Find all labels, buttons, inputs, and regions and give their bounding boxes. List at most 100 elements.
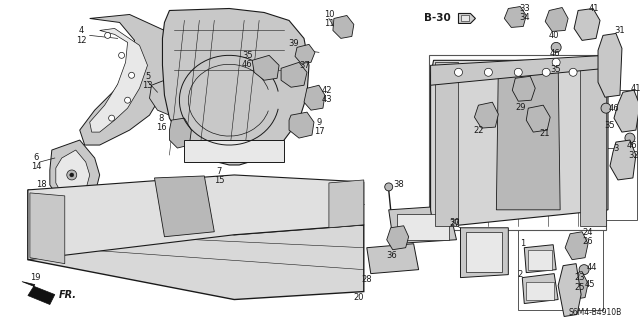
Polygon shape bbox=[150, 80, 177, 115]
Polygon shape bbox=[30, 193, 65, 264]
Polygon shape bbox=[281, 62, 307, 87]
Circle shape bbox=[551, 42, 561, 52]
Circle shape bbox=[125, 97, 131, 103]
Text: B-30: B-30 bbox=[424, 13, 451, 24]
Polygon shape bbox=[526, 105, 550, 132]
Circle shape bbox=[67, 170, 77, 180]
Polygon shape bbox=[545, 8, 568, 32]
Circle shape bbox=[552, 58, 560, 66]
Text: 30: 30 bbox=[449, 218, 460, 227]
Text: 36: 36 bbox=[387, 251, 397, 260]
Text: 25: 25 bbox=[575, 283, 586, 292]
Text: 7: 7 bbox=[216, 167, 222, 176]
Text: 18: 18 bbox=[36, 181, 47, 189]
Text: 29: 29 bbox=[515, 103, 525, 112]
Polygon shape bbox=[333, 16, 354, 38]
Polygon shape bbox=[431, 60, 608, 228]
Circle shape bbox=[105, 33, 111, 38]
Text: 46: 46 bbox=[609, 104, 620, 113]
Polygon shape bbox=[524, 245, 556, 273]
Polygon shape bbox=[512, 76, 535, 101]
Polygon shape bbox=[90, 28, 147, 132]
Polygon shape bbox=[497, 65, 560, 210]
Polygon shape bbox=[50, 140, 100, 205]
Text: 23: 23 bbox=[575, 273, 586, 282]
Polygon shape bbox=[598, 33, 622, 97]
Polygon shape bbox=[574, 9, 600, 41]
Text: 33: 33 bbox=[519, 4, 530, 13]
Polygon shape bbox=[28, 190, 364, 300]
Circle shape bbox=[625, 133, 635, 143]
Circle shape bbox=[454, 68, 463, 76]
Text: 5: 5 bbox=[145, 72, 150, 81]
Polygon shape bbox=[367, 244, 419, 274]
Text: 17: 17 bbox=[314, 127, 324, 136]
Text: 34: 34 bbox=[519, 13, 529, 22]
Bar bbox=[528, 250, 552, 270]
Text: 16: 16 bbox=[156, 122, 167, 132]
Bar bbox=[467, 232, 502, 272]
Text: 3: 3 bbox=[613, 144, 619, 152]
Polygon shape bbox=[435, 62, 458, 226]
Text: 4: 4 bbox=[79, 26, 84, 35]
Polygon shape bbox=[170, 118, 191, 148]
Polygon shape bbox=[558, 264, 581, 316]
Circle shape bbox=[129, 72, 134, 78]
Polygon shape bbox=[460, 228, 508, 278]
Text: 2: 2 bbox=[518, 270, 523, 279]
Bar bbox=[526, 282, 554, 300]
Text: 13: 13 bbox=[142, 81, 153, 90]
Text: 32: 32 bbox=[628, 151, 639, 160]
Text: 11: 11 bbox=[324, 19, 334, 28]
Text: FR.: FR. bbox=[59, 290, 77, 300]
Circle shape bbox=[601, 103, 611, 113]
Circle shape bbox=[569, 68, 577, 76]
Polygon shape bbox=[580, 62, 606, 226]
Text: 28: 28 bbox=[362, 275, 372, 284]
Text: 12: 12 bbox=[76, 36, 87, 45]
Text: 24: 24 bbox=[583, 228, 593, 237]
Circle shape bbox=[385, 183, 393, 191]
Polygon shape bbox=[474, 102, 499, 128]
Text: 39: 39 bbox=[289, 39, 300, 48]
Bar bbox=[605, 90, 637, 220]
Text: 19: 19 bbox=[29, 273, 40, 282]
Bar bbox=[518, 230, 603, 309]
Polygon shape bbox=[610, 140, 636, 180]
Text: 46: 46 bbox=[550, 49, 561, 58]
Text: 44: 44 bbox=[587, 263, 597, 272]
Text: 1: 1 bbox=[520, 239, 525, 248]
Circle shape bbox=[70, 173, 74, 177]
Text: 21: 21 bbox=[539, 129, 550, 137]
Circle shape bbox=[118, 52, 125, 58]
Circle shape bbox=[579, 265, 589, 275]
Text: 15: 15 bbox=[214, 176, 225, 185]
Polygon shape bbox=[80, 14, 175, 145]
Polygon shape bbox=[329, 180, 364, 228]
Polygon shape bbox=[614, 90, 640, 132]
Text: 31: 31 bbox=[614, 26, 625, 35]
Bar bbox=[461, 16, 470, 21]
Polygon shape bbox=[22, 282, 55, 305]
Text: 27: 27 bbox=[449, 219, 460, 228]
Text: 41: 41 bbox=[630, 84, 640, 93]
Polygon shape bbox=[388, 206, 456, 244]
Bar bbox=[429, 55, 606, 230]
Text: 20: 20 bbox=[353, 293, 364, 302]
Text: 45: 45 bbox=[585, 280, 595, 289]
Text: 35: 35 bbox=[605, 121, 615, 130]
Text: 22: 22 bbox=[473, 126, 484, 135]
Polygon shape bbox=[295, 44, 315, 63]
Bar bbox=[184, 140, 284, 162]
Polygon shape bbox=[522, 274, 558, 303]
Text: 35: 35 bbox=[550, 65, 561, 74]
Polygon shape bbox=[458, 13, 476, 24]
Text: 9: 9 bbox=[316, 118, 321, 127]
Text: 43: 43 bbox=[322, 95, 332, 104]
Text: 14: 14 bbox=[31, 162, 41, 172]
Text: 10: 10 bbox=[324, 10, 334, 19]
Circle shape bbox=[515, 68, 522, 76]
Polygon shape bbox=[163, 9, 309, 165]
Polygon shape bbox=[565, 232, 588, 260]
Text: 42: 42 bbox=[322, 86, 332, 95]
